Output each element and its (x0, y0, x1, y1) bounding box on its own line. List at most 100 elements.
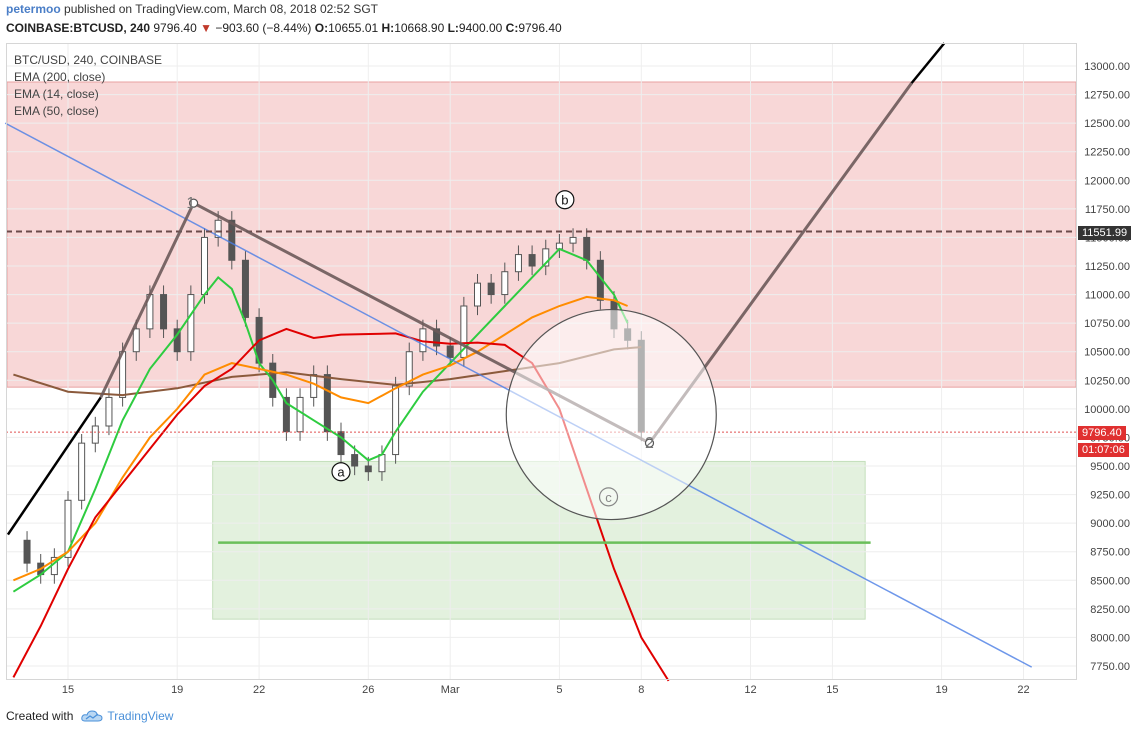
legend-item-ema50[interactable]: EMA (50, close) (14, 104, 99, 118)
legend-item-ema14[interactable]: EMA (14, close) (14, 87, 99, 101)
high-label: H: (381, 21, 395, 35)
x-tick-label: 15 (826, 684, 838, 696)
x-tick-label: 5 (556, 684, 562, 696)
impulse-line-start (6, 396, 102, 536)
last-price: 9796.40 (153, 21, 197, 35)
y-tick-label: 8000.00 (1090, 632, 1130, 644)
candle-body (487, 282, 495, 296)
y-tick-label: 9250.00 (1090, 490, 1130, 502)
impulse-line-end (910, 42, 946, 84)
candle-body (542, 248, 550, 267)
close-label: C: (505, 21, 519, 35)
x-tick-label: 22 (253, 684, 265, 696)
wave-label-circle-a (331, 462, 351, 482)
x-tick-label: 8 (638, 684, 644, 696)
chart-legend: BTC/USD, 240, COINBASE EMA (200, close) … (14, 52, 162, 120)
published-text: published on TradingView.com, March 08, … (60, 2, 378, 16)
y-tick-label: 8500.00 (1090, 575, 1130, 587)
ohlc-bar: COINBASE:BTCUSD, 240 9796.40 ▼ −903.60 (… (6, 21, 562, 35)
candle-body (228, 219, 236, 261)
candle-body (351, 454, 359, 467)
candle-body (364, 465, 372, 473)
candle-body (241, 259, 249, 318)
highlight-circle (505, 308, 717, 521)
axis-layer: 7750.00 8000.00 8250.00 8500.00 8750.00 9000.… (62, 61, 1130, 696)
tradingview-cloud-icon (81, 710, 103, 722)
price-change: −903.60 (−8.44%) (215, 21, 312, 35)
down-arrow-icon: ▼ (200, 21, 212, 35)
y-tick-label: 10000.00 (1084, 404, 1130, 416)
wave-label-1: 1 (186, 195, 195, 212)
legend-item-ema200[interactable]: EMA (200, close) (14, 70, 106, 84)
candle-body (433, 328, 441, 347)
y-tick-label: 11750.00 (1085, 204, 1130, 216)
wave-label-c: c (605, 490, 612, 505)
ema14-line (12, 247, 629, 593)
price-axis[interactable] (1077, 43, 1141, 680)
y-tick-label: 12000.00 (1084, 175, 1130, 187)
chart-frame (6, 43, 1077, 680)
candle-body (392, 385, 400, 456)
x-tick-label: Mar (441, 684, 460, 696)
y-tick-label: 11250.00 (1085, 261, 1130, 273)
candle-body (514, 254, 522, 273)
wave-point-2 (644, 438, 655, 448)
candle-body (214, 219, 222, 238)
author-name[interactable]: petermoo (6, 2, 61, 16)
created-with-text: Created with (6, 709, 74, 723)
candle-body (105, 396, 113, 427)
wave-point-1 (188, 198, 199, 208)
y-tick-label: 12500.00 (1084, 118, 1130, 130)
candle-body (528, 254, 536, 267)
countdown-tag: 01:07:06 (1078, 443, 1129, 457)
candle-body (132, 328, 140, 353)
footer: Created with TradingView (6, 709, 173, 723)
close-value: 9796.40 (518, 21, 562, 35)
y-tick-label: 7750.00 (1090, 661, 1130, 673)
wave-label-2: 2 (645, 435, 654, 452)
high-value: 10668.90 (394, 21, 445, 35)
candle-body (160, 294, 168, 330)
wave-label-circle-b (555, 190, 575, 210)
x-tick-label: 26 (362, 684, 374, 696)
x-tick-label: 19 (935, 684, 947, 696)
candle-body (337, 431, 345, 456)
low-value: 9400.00 (458, 21, 503, 35)
y-tick-label: 9500.00 (1090, 461, 1130, 473)
y-tick-label: 9000.00 (1090, 518, 1130, 530)
tradingview-link[interactable]: TradingView (107, 709, 174, 723)
candle-body (78, 442, 86, 501)
y-tick-label: 12750.00 (1084, 90, 1130, 102)
y-tick-label: 10750.00 (1084, 318, 1130, 330)
wave-label-circle-c (598, 487, 619, 507)
y-tick-label: 10250.00 (1084, 375, 1130, 387)
candle-body (23, 539, 31, 564)
candle-body (446, 345, 454, 358)
wave-label-a: a (337, 465, 345, 480)
ema50-line (13, 295, 628, 582)
publish-info: petermoo published on TradingView.com, M… (6, 2, 378, 16)
y-tick-label: 8250.00 (1090, 604, 1130, 616)
candle-body (405, 351, 413, 387)
low-label: L: (447, 21, 459, 35)
level-price-tag: 11551.99 (1078, 226, 1132, 240)
open-label: O: (314, 21, 329, 35)
x-tick-label: 19 (171, 684, 183, 696)
y-tick-label: 13000.00 (1084, 61, 1130, 73)
elliott-wave-path (99, 82, 913, 446)
candle-body (173, 328, 181, 353)
candle-body (474, 282, 481, 307)
x-tick-label: 15 (62, 684, 74, 696)
y-tick-label: 10500.00 (1084, 347, 1130, 359)
x-tick-label: 12 (744, 684, 756, 696)
x-tick-label: 22 (1017, 684, 1029, 696)
last-price-tag: 9796.40 (1078, 426, 1126, 440)
candle-body (91, 425, 99, 444)
candle-body (64, 499, 72, 558)
legend-title: BTC/USD, 240, COINBASE (14, 53, 163, 67)
candle-body (460, 305, 468, 358)
candle-body (501, 271, 509, 296)
y-tick-label: 12250.00 (1084, 147, 1130, 159)
annotations-layer: 1 2 a b c (186, 190, 717, 521)
